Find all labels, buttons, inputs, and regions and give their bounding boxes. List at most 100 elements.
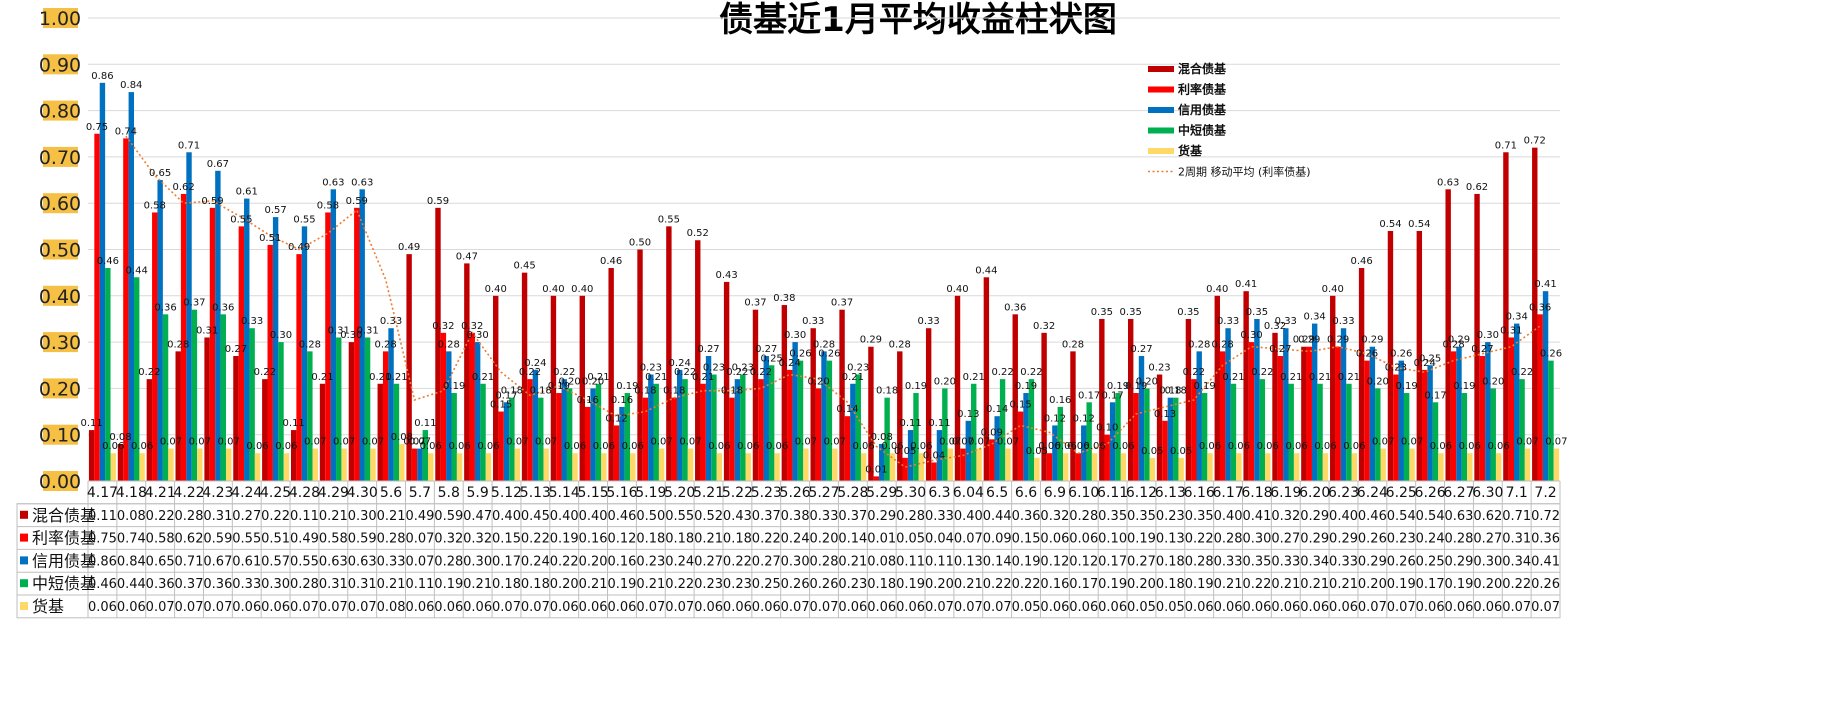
y-tick-label: 1.00	[39, 8, 81, 30]
table-cell: 0.32	[463, 532, 492, 547]
table-cell: 0.05	[896, 532, 925, 547]
bar	[955, 296, 960, 481]
table-cell: 0.29	[1445, 554, 1474, 569]
y-tick-label: 0.30	[39, 332, 81, 354]
table-cell: 0.25	[752, 577, 781, 592]
data-label: 0.55	[658, 214, 680, 225]
bar	[1438, 453, 1443, 481]
table-cell: 0.06	[838, 600, 867, 615]
data-label: 0.23	[1148, 363, 1170, 374]
data-label: 0.32	[1033, 321, 1055, 332]
data-label: 0.07	[189, 437, 211, 448]
x-category-label: 6.10	[1068, 485, 1099, 501]
table-cell: 0.08	[867, 554, 896, 569]
x-category-label: 6.17	[1212, 485, 1243, 501]
data-label: 0.33	[802, 316, 824, 327]
table-cell: 0.37	[838, 509, 867, 524]
bar	[1312, 324, 1317, 481]
data-label: 0.06	[246, 441, 268, 452]
table-cell: 0.23	[1387, 532, 1416, 547]
data-label: 0.22	[254, 367, 276, 378]
legend-label: 利率债基	[1178, 82, 1227, 97]
table-cell: 0.75	[88, 532, 117, 547]
data-label: 0.62	[1466, 182, 1488, 193]
table-legend-key	[20, 511, 28, 519]
data-label: 0.06	[1199, 441, 1221, 452]
bar	[971, 384, 976, 481]
data-label: 0.21	[1222, 372, 1244, 383]
table-cell: 0.20	[925, 577, 954, 592]
table-cell: 0.57	[261, 554, 290, 569]
table-cell: 0.58	[319, 532, 348, 547]
data-label: 0.51	[259, 233, 281, 244]
bar	[1207, 453, 1212, 481]
data-label: 0.27	[697, 344, 719, 355]
table-cell: 0.21	[1329, 577, 1358, 592]
table-cell: 0.07	[810, 600, 839, 615]
table-cell: 0.43	[723, 509, 752, 524]
bar	[168, 449, 173, 481]
data-label: 0.29	[860, 335, 882, 346]
data-label: 0.27	[225, 344, 247, 355]
data-label: 0.84	[120, 80, 142, 91]
bar	[349, 342, 354, 481]
table-cell: 0.58	[146, 532, 175, 547]
bar	[1537, 314, 1542, 481]
data-label: 0.63	[351, 177, 373, 188]
bar	[816, 388, 821, 481]
table-cell: 0.06	[117, 600, 146, 615]
bar	[1341, 328, 1346, 481]
table-cell: 0.19	[1185, 577, 1214, 592]
table-cell: 0.67	[203, 554, 232, 569]
data-label: 0.07	[1401, 437, 1423, 448]
table-cell: 0.46	[607, 509, 636, 524]
x-category-label: 6.23	[1328, 485, 1359, 501]
bar	[1225, 328, 1230, 481]
bar	[1409, 449, 1414, 481]
table-cell: 0.06	[1040, 600, 1069, 615]
data-label: 0.30	[467, 330, 489, 341]
data-label: 0.58	[317, 200, 339, 211]
data-label: 0.06	[1083, 441, 1105, 452]
data-label: 0.06	[1430, 441, 1452, 452]
bar	[291, 430, 296, 481]
table-row-header: 中短债基	[32, 574, 96, 593]
data-label: 0.28	[299, 339, 321, 350]
bar	[897, 351, 902, 481]
x-category-label: 4.28	[289, 485, 320, 501]
table-cell: 0.01	[867, 532, 896, 547]
x-category-label: 5.21	[693, 485, 724, 501]
bar	[746, 453, 751, 481]
bar	[1243, 291, 1248, 481]
table-cell: 0.21	[377, 509, 406, 524]
data-label: 0.31	[328, 325, 350, 336]
table-cell: 0.12	[1069, 554, 1098, 569]
x-category-label: 6.20	[1299, 485, 1330, 501]
table-cell: 0.65	[146, 554, 175, 569]
bar	[1272, 333, 1277, 481]
data-label: 0.33	[380, 316, 402, 327]
bar	[966, 421, 971, 481]
data-label: 0.62	[172, 182, 194, 193]
x-category-label: 5.7	[409, 485, 431, 501]
data-label: 0.26	[1356, 349, 1378, 360]
bar	[787, 370, 792, 481]
table-cell: 0.38	[781, 509, 810, 524]
x-category-label: 5.16	[606, 485, 637, 501]
data-label: 0.59	[427, 196, 449, 207]
table-cell: 0.27	[1271, 532, 1300, 547]
data-label: 0.07	[1372, 437, 1394, 448]
data-label: 0.37	[744, 298, 766, 309]
bar	[1081, 425, 1086, 481]
data-label: 0.07	[795, 437, 817, 448]
x-category-label: 6.19	[1270, 485, 1301, 501]
data-label: 0.33	[1275, 316, 1297, 327]
table-cell: 0.33	[232, 577, 261, 592]
table-cell: 0.07	[1358, 600, 1387, 615]
table-cell: 0.29	[1329, 532, 1358, 547]
bar	[493, 296, 498, 481]
table-cell: 0.06	[434, 600, 463, 615]
bar	[365, 337, 370, 481]
table-cell: 0.20	[810, 532, 839, 547]
